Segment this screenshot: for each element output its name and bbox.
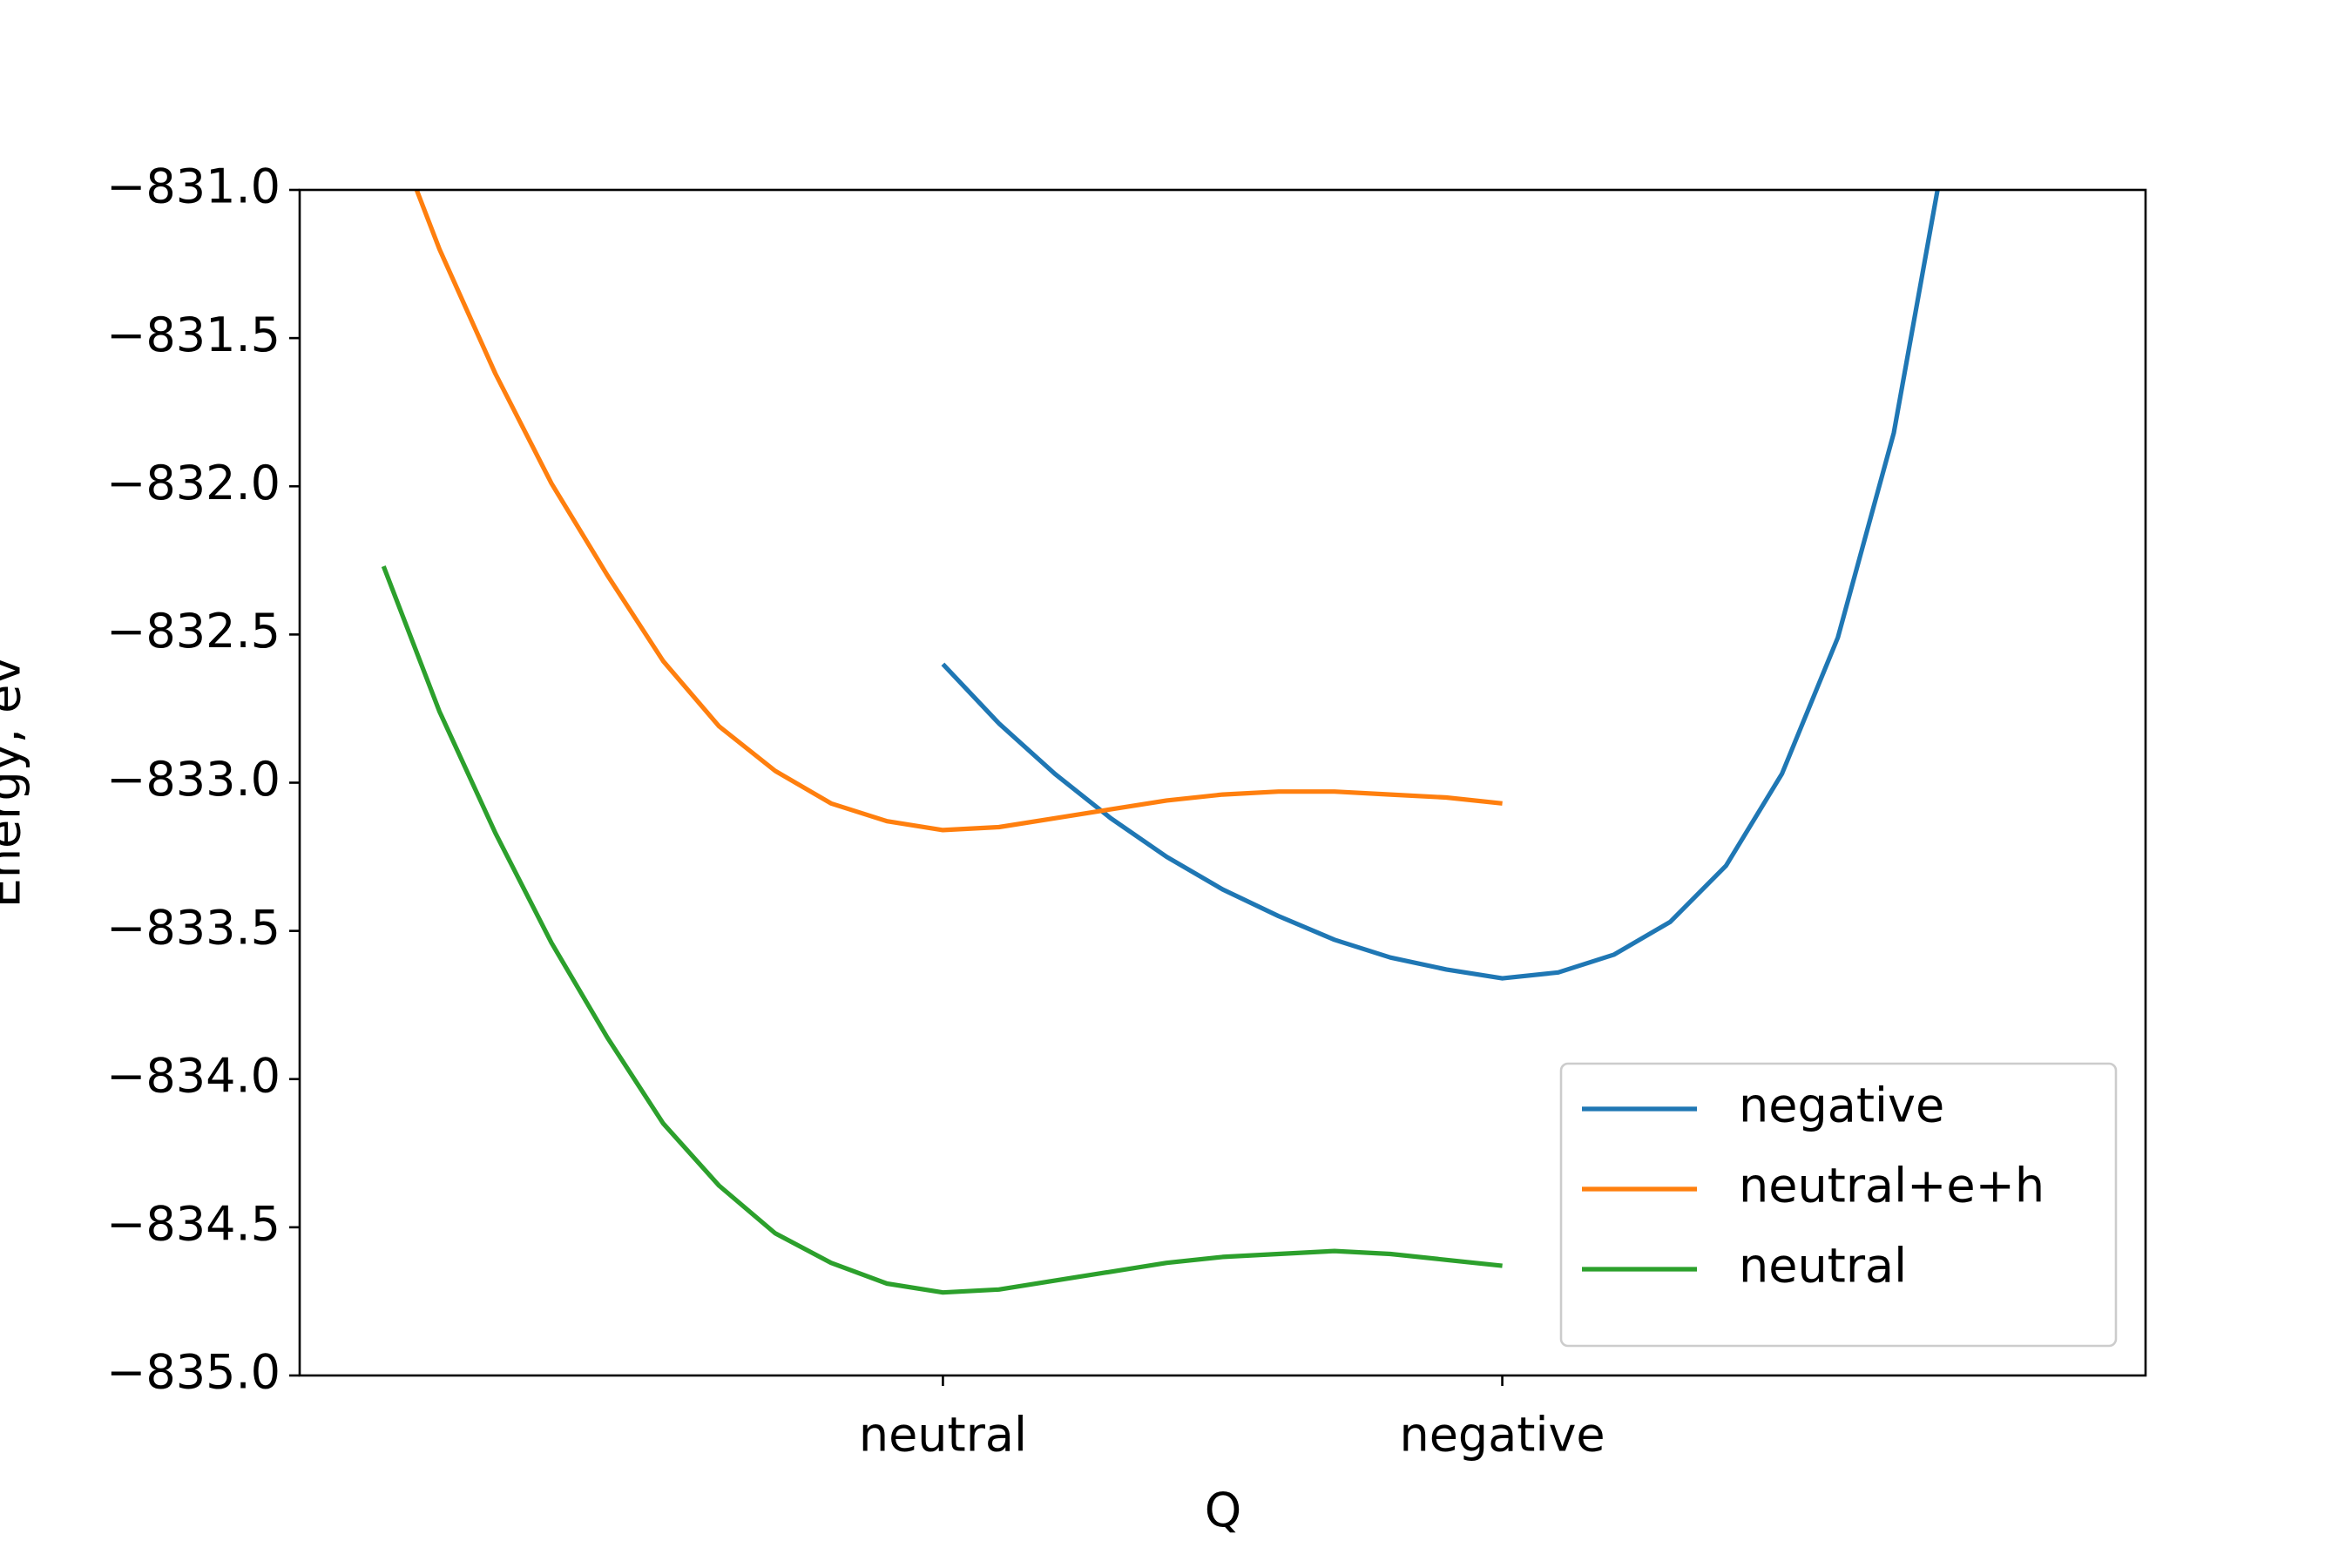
legend-box: [1559, 1062, 2118, 1348]
legend-label: negative: [1739, 1078, 1944, 1133]
y-tick-label: −834.0: [106, 1048, 280, 1103]
legend-label: neutral: [1739, 1239, 1907, 1294]
y-tick-label: −831.5: [106, 308, 280, 362]
x-tick-label: neutral: [859, 1408, 1027, 1463]
y-tick-label: −832.0: [106, 456, 280, 510]
y-axis-label: Energy, ev: [0, 657, 31, 909]
x-tick-label: negative: [1399, 1408, 1605, 1463]
line-series: [941, 190, 1940, 981]
line-series: [381, 565, 1503, 1295]
y-tick-label: −834.5: [106, 1197, 280, 1252]
y-tick-label: −831.0: [106, 159, 280, 214]
y-tick-label: −832.5: [106, 604, 280, 659]
y-tick-label: −833.5: [106, 900, 280, 955]
x-axis-label: Q: [1205, 1484, 1242, 1538]
legend-label: neutral+e+h: [1739, 1159, 2044, 1213]
plot-area: [381, 190, 1940, 1295]
y-tick-label: −833.0: [106, 752, 280, 807]
y-tick-label: −835.0: [106, 1345, 280, 1400]
line-series: [414, 190, 1503, 833]
